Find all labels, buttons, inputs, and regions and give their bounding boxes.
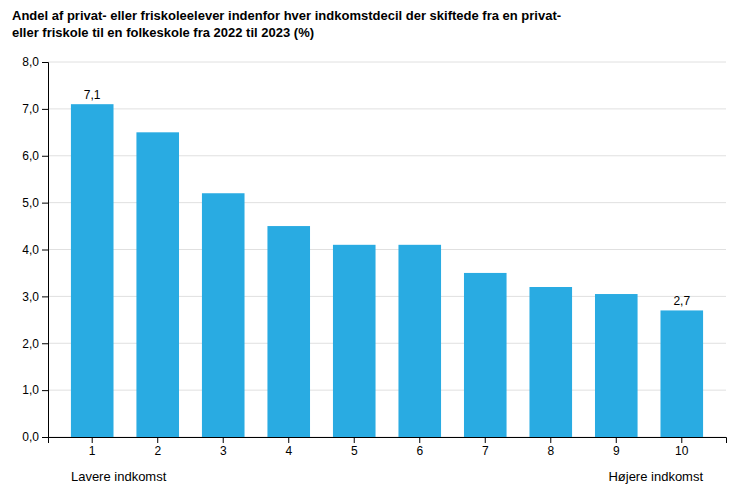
x-tick-label: 9 bbox=[613, 444, 620, 458]
x-tick: 3 bbox=[220, 437, 227, 458]
bar bbox=[660, 310, 703, 437]
y-tick: 5,0 bbox=[22, 196, 48, 210]
x-tick-label: 3 bbox=[220, 444, 227, 458]
x-tick-label: 4 bbox=[285, 444, 292, 458]
x-tick: 4 bbox=[285, 437, 292, 458]
title-line: eller friskole til en folkeskole fra 202… bbox=[12, 25, 314, 40]
x-axis-line bbox=[49, 438, 727, 444]
chart: Andel af privat- eller friskoleelever in… bbox=[0, 0, 750, 501]
x-tick-mark bbox=[550, 437, 551, 443]
bar bbox=[71, 104, 114, 437]
bar bbox=[333, 245, 376, 437]
x-tick-mark bbox=[354, 437, 355, 443]
y-tick: 7,0 bbox=[22, 102, 48, 116]
x-tick-mark bbox=[616, 437, 617, 443]
bar bbox=[136, 132, 179, 437]
x-tick: 2 bbox=[154, 437, 161, 458]
y-tick: 8,0 bbox=[22, 55, 48, 69]
y-axis-line bbox=[42, 63, 49, 438]
bar bbox=[202, 193, 245, 437]
plot: 0,0 1,0 2,0 3,0 4,0 5,0 6,0 7,0 8,0 1 2 3 4 5 6 7 8 9 10 7,… bbox=[22, 55, 726, 484]
x-tick-label: 6 bbox=[416, 444, 423, 458]
annotation: 7,1 bbox=[84, 88, 101, 102]
bar bbox=[595, 294, 638, 437]
x-labels: Lavere indkomst Højere indkomst bbox=[71, 469, 704, 484]
y-tick-mark bbox=[42, 437, 48, 438]
y-axis: 0,0 1,0 2,0 3,0 4,0 5,0 6,0 7,0 8,0 bbox=[22, 55, 48, 444]
y-tick-label: 3,0 bbox=[22, 290, 39, 304]
y-tick-mark bbox=[42, 109, 48, 110]
x-tick-mark bbox=[223, 437, 224, 443]
title: Andel af privat- eller friskoleelever in… bbox=[12, 8, 561, 40]
x-tick-mark bbox=[288, 437, 289, 443]
y-tick-label: 2,0 bbox=[22, 337, 39, 351]
x-tick-mark bbox=[92, 437, 93, 443]
y-tick: 0,0 bbox=[22, 430, 48, 444]
grid-line bbox=[48, 108, 726, 109]
x-tick-label: 10 bbox=[675, 444, 689, 458]
x-label-left: Lavere indkomst bbox=[71, 469, 167, 484]
x-tick: 5 bbox=[351, 437, 358, 458]
x-tick-label: 2 bbox=[154, 444, 161, 458]
bars bbox=[71, 104, 703, 437]
annotations: 7,1 2,7 bbox=[84, 88, 691, 308]
y-tick-mark bbox=[42, 250, 48, 251]
y-tick-label: 1,0 bbox=[22, 383, 39, 397]
x-tick: 10 bbox=[675, 437, 689, 458]
x-tick: 8 bbox=[547, 437, 554, 458]
y-tick-mark bbox=[42, 156, 48, 157]
x-label-right: Højere indkomst bbox=[608, 469, 703, 484]
y-tick-label: 8,0 bbox=[22, 55, 39, 69]
x-tick: 1 bbox=[89, 437, 96, 458]
x-tick: 6 bbox=[416, 437, 423, 458]
x-tick-mark bbox=[419, 437, 420, 443]
y-tick-mark bbox=[42, 390, 48, 391]
x-tick: 9 bbox=[613, 437, 620, 458]
bar bbox=[529, 287, 572, 437]
grid bbox=[48, 62, 726, 437]
y-tick: 6,0 bbox=[22, 149, 48, 163]
y-tick-label: 7,0 bbox=[22, 102, 39, 116]
y-tick-mark bbox=[42, 343, 48, 344]
x-tick-mark bbox=[681, 437, 682, 443]
bar bbox=[464, 273, 507, 437]
y-tick-mark bbox=[42, 203, 48, 204]
x-axis: 1 2 3 4 5 6 7 8 9 10 bbox=[49, 437, 727, 458]
x-tick-label: 8 bbox=[547, 444, 554, 458]
y-tick-mark bbox=[42, 296, 48, 297]
x-tick: 7 bbox=[482, 437, 489, 458]
x-tick-mark bbox=[157, 437, 158, 443]
y-tick-mark bbox=[42, 62, 48, 63]
title-line: Andel af privat- eller friskoleelever in… bbox=[12, 8, 561, 23]
y-tick-label: 4,0 bbox=[22, 243, 39, 257]
y-tick: 4,0 bbox=[22, 243, 48, 257]
y-tick: 3,0 bbox=[22, 290, 48, 304]
x-tick-label: 7 bbox=[482, 444, 489, 458]
y-tick-label: 6,0 bbox=[22, 149, 39, 163]
y-tick: 1,0 bbox=[22, 383, 48, 397]
x-tick-label: 5 bbox=[351, 444, 358, 458]
bar bbox=[398, 245, 441, 437]
y-tick-label: 0,0 bbox=[22, 430, 39, 444]
bar bbox=[267, 226, 310, 437]
grid-line bbox=[48, 62, 726, 63]
annotation: 2,7 bbox=[673, 294, 690, 308]
x-tick-mark bbox=[485, 437, 486, 443]
y-tick: 2,0 bbox=[22, 337, 48, 351]
y-tick-label: 5,0 bbox=[22, 196, 39, 210]
x-tick-label: 1 bbox=[89, 444, 96, 458]
